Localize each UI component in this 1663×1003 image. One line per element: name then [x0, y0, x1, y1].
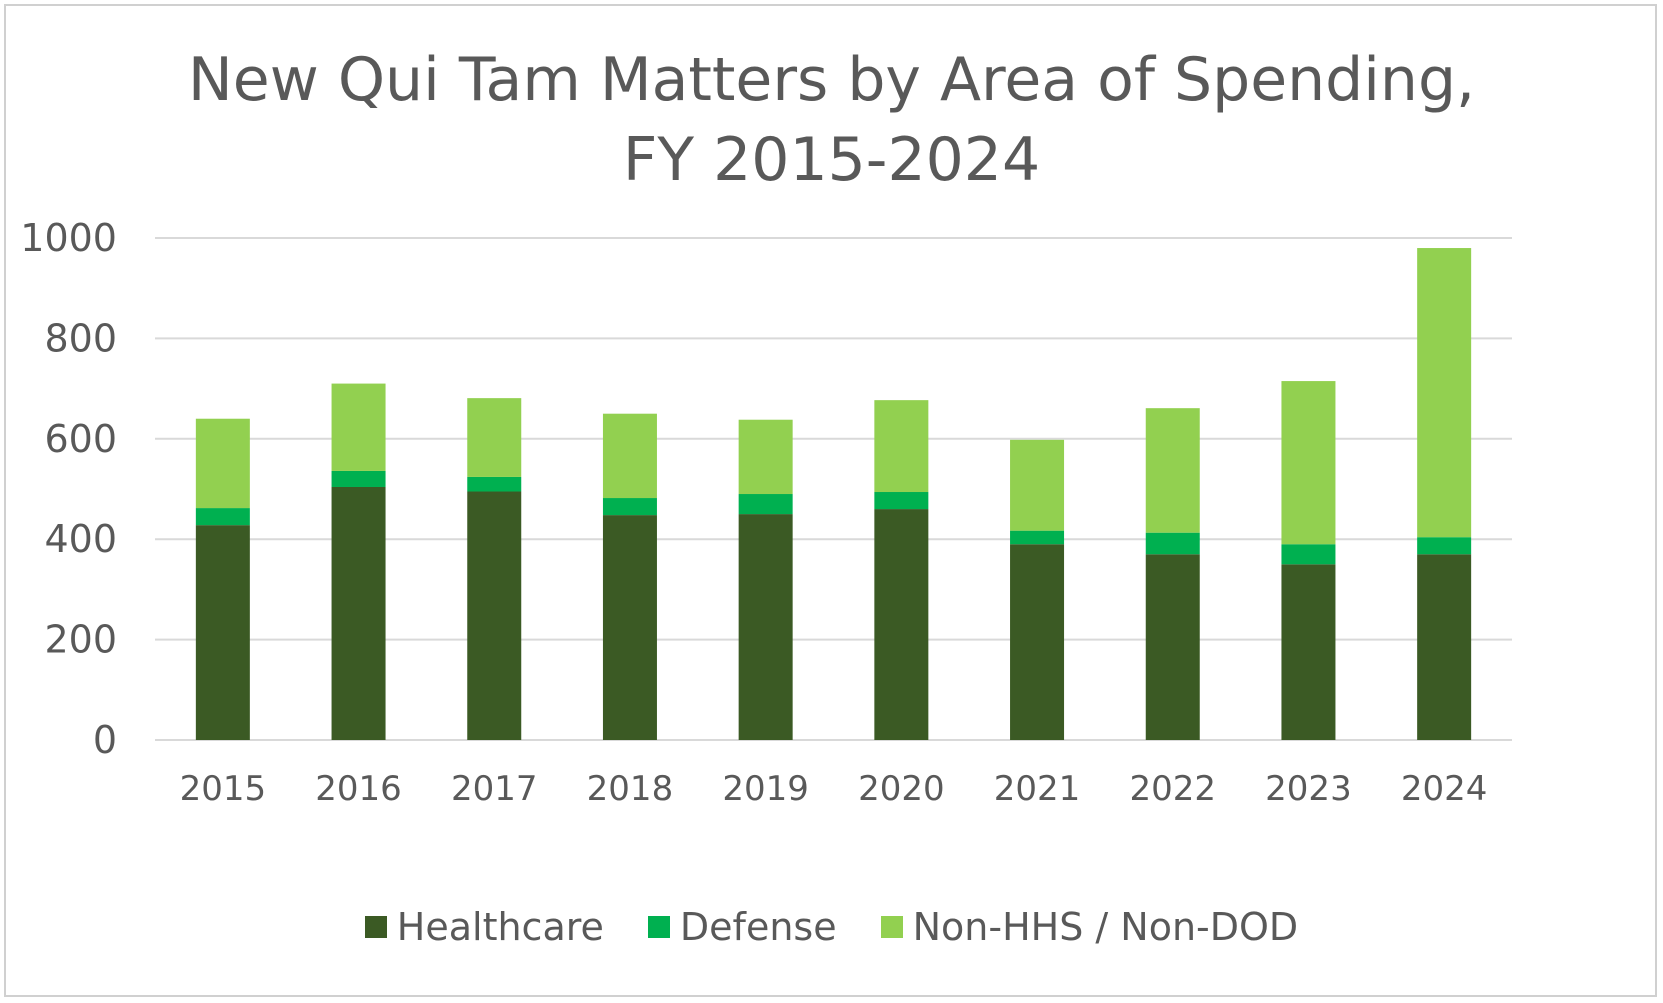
bar-healthcare-2024	[1417, 554, 1472, 740]
x-tick-label-2018: 2018	[587, 769, 674, 809]
x-tick-label-2017: 2017	[451, 769, 538, 809]
y-tick-label-800: 800	[44, 316, 117, 360]
y-tick-label-1000: 1000	[20, 216, 117, 260]
legend-swatch-healthcare	[364, 916, 387, 938]
x-tick-label-2019: 2019	[722, 769, 809, 809]
bar-healthcare-2015	[195, 525, 250, 740]
legend-swatch-defense	[647, 916, 670, 938]
y-tick-label-400: 400	[44, 517, 117, 561]
legend-item-defense: Defense	[647, 905, 837, 949]
bar-healthcare-2019	[738, 514, 793, 740]
bar-defense-2023	[1281, 544, 1336, 565]
y-axis-ticks: 0 200 400 600 800 1000	[20, 216, 117, 762]
legend-item-non-hhs-non-dod: Non-HHS / Non-DOD	[880, 905, 1299, 949]
bar-healthcare-2022	[1145, 554, 1200, 740]
x-tick-label-2021: 2021	[994, 769, 1081, 809]
y-tick-label-600: 600	[44, 417, 117, 461]
bar-non-hhs-non-dod-2023	[1281, 381, 1336, 545]
chart-title-line-1: New Qui Tam Matters by Area of Spending,	[187, 45, 1476, 115]
x-tick-label-2015: 2015	[180, 769, 267, 809]
bar-non-hhs-non-dod-2024	[1417, 248, 1472, 538]
legend-label-healthcare: Healthcare	[396, 905, 604, 949]
bar-non-hhs-non-dod-2022	[1145, 408, 1200, 533]
legend: Healthcare Defense Non-HHS / Non-DOD	[0, 905, 1663, 949]
bar-healthcare-2020	[874, 509, 929, 740]
bar-non-hhs-non-dod-2015	[195, 418, 250, 509]
bars	[195, 248, 1472, 740]
bar-non-hhs-non-dod-2018	[602, 413, 657, 499]
bar-defense-2018	[602, 498, 657, 516]
bar-defense-2020	[874, 492, 929, 510]
bar-non-hhs-non-dod-2020	[874, 400, 929, 493]
y-tick-label-0: 0	[93, 718, 117, 762]
bar-healthcare-2017	[467, 491, 522, 740]
bar-defense-2017	[467, 476, 522, 492]
bar-defense-2016	[331, 470, 386, 487]
bar-non-hhs-non-dod-2021	[1010, 439, 1065, 531]
bar-defense-2021	[1010, 530, 1065, 545]
legend-swatch-non-hhs-non-dod	[880, 916, 903, 938]
bar-defense-2015	[195, 508, 250, 526]
bar-non-hhs-non-dod-2019	[738, 419, 793, 495]
chart-subtitle: FY 2015-2024	[622, 125, 1041, 195]
bar-defense-2024	[1417, 537, 1472, 555]
x-tick-label-2016: 2016	[315, 769, 402, 809]
legend-label-non-hhs-non-dod: Non-HHS / Non-DOD	[912, 905, 1299, 949]
bar-healthcare-2023	[1281, 564, 1336, 740]
bar-defense-2019	[738, 494, 793, 515]
bar-healthcare-2016	[331, 486, 386, 740]
legend-item-healthcare: Healthcare	[364, 905, 604, 949]
chart-title: New Qui Tam Matters by Area of Spending,…	[0, 40, 1663, 200]
bar-non-hhs-non-dod-2016	[331, 383, 386, 471]
x-tick-label-2022: 2022	[1129, 769, 1216, 809]
x-tick-label-2024: 2024	[1401, 769, 1488, 809]
chart-frame	[4, 4, 1657, 997]
x-axis-ticks: 2015 2016 2017 2018 2019 2020 2021 2022 2023 2024	[180, 769, 1488, 809]
bar-defense-2022	[1145, 532, 1200, 555]
bar-healthcare-2021	[1010, 544, 1065, 740]
x-tick-label-2020: 2020	[858, 769, 945, 809]
y-tick-label-200: 200	[44, 618, 117, 662]
x-tick-label-2023: 2023	[1265, 769, 1352, 809]
bar-healthcare-2018	[602, 515, 657, 740]
bar-non-hhs-non-dod-2017	[467, 398, 522, 477]
legend-label-defense: Defense	[679, 905, 837, 949]
